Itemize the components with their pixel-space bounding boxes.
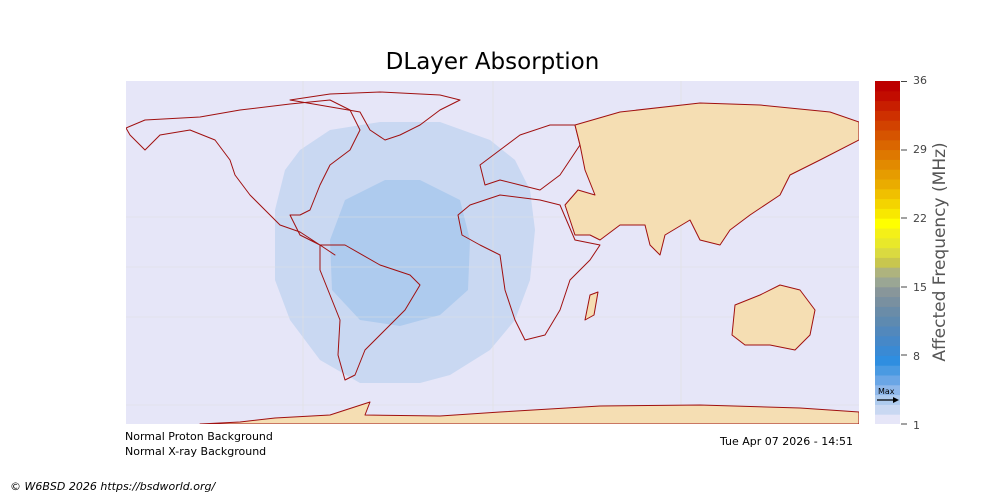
absorption-region-inner [330,180,470,326]
europe [479,124,581,191]
copyright: © W6BSD 2026 https://bsdworld.org/ [10,480,216,493]
colorbar-band [875,228,900,239]
colorbar-band [875,365,900,376]
colorbar-band [875,139,900,151]
antarctica [199,401,859,424]
colorbar-band [875,414,900,424]
colorbar-band [875,286,900,298]
asia [564,102,859,256]
colorbar-band [875,179,900,190]
colorbar-band [875,296,900,307]
chart-title: DLayer Absorption [385,49,600,75]
colorbar [875,81,900,424]
colorbar-band [875,316,900,327]
colorbar-tick-marks [901,81,907,425]
colorbar-band [875,208,900,219]
colorbar-band [875,149,900,160]
colorbar-tick: 15 [913,281,927,294]
colorbar-band [875,100,900,111]
colorbar-band [875,188,900,200]
colorbar-band [875,345,900,356]
colorbar-band [875,257,900,268]
colorbar-band [875,277,900,288]
colorbar-tick: 36 [913,74,927,87]
colorbar-band [875,198,900,209]
colorbar-band [875,247,900,258]
colorbar-band [875,90,900,102]
colorbar-band [875,326,900,337]
colorbar-band [875,110,900,121]
south-america [319,244,421,381]
colorbar-band [875,159,900,170]
madagascar [584,291,599,321]
australia [731,284,816,351]
colorbar-band [875,335,900,347]
north-america [126,99,361,256]
colorbar-band [875,384,900,396]
colorbar-band [875,355,900,366]
colorbar-band [875,237,900,249]
world-map [126,81,859,424]
africa [457,194,601,341]
xray-status: Normal X-ray Background [125,445,267,458]
colorbar-tick: 1 [913,419,920,432]
colorbar-band [875,404,900,415]
max-marker-label: Max [878,387,895,396]
colorbar-label: Affected Frequency (MHz) [930,142,950,362]
colorbar-band [875,306,900,317]
colorbar-band [875,375,900,386]
timestamp: Tue Apr 07 2026 - 14:51 [720,435,853,448]
max-arrow-icon [877,397,899,403]
colorbar-band [875,81,900,92]
proton-status: Normal Proton Background [125,430,273,443]
colorbar-band [875,120,900,131]
colorbar-band [875,169,900,180]
colorbar-tick: 29 [913,143,927,156]
colorbar-tick: 22 [913,212,927,225]
greenland [289,91,461,141]
colorbar-tick: 8 [913,350,920,363]
colorbar-band [875,218,900,229]
colorbar-band [875,130,900,141]
colorbar-band [875,267,900,278]
